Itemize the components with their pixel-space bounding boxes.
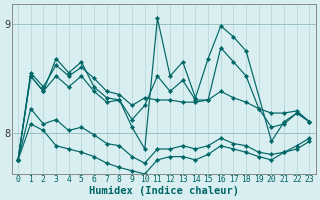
X-axis label: Humidex (Indice chaleur): Humidex (Indice chaleur): [89, 186, 239, 196]
